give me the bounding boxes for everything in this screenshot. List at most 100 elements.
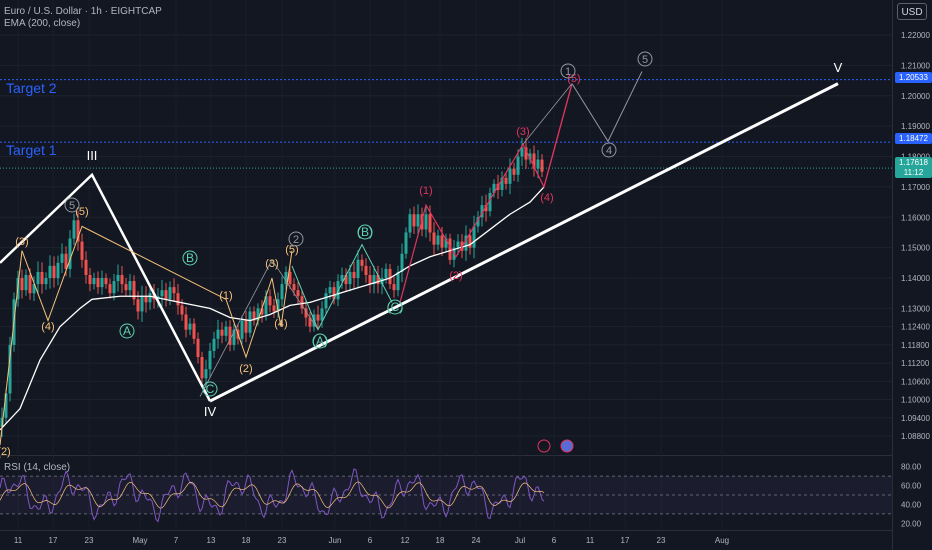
candle-body	[164, 290, 168, 300]
target-2-label: Target 2	[6, 80, 57, 96]
symbol-title: Euro / U.S. Dollar · 1h · EIGHTCAP	[4, 6, 162, 17]
currency-button[interactable]: USD	[897, 3, 927, 20]
wave-lines	[0, 71, 839, 446]
candle-body	[24, 274, 28, 291]
orange-wave-line	[0, 225, 293, 446]
candle-body	[276, 299, 280, 312]
candle-body	[216, 329, 220, 339]
candle-body	[240, 320, 244, 339]
grey-wave-label: 4	[606, 145, 612, 157]
candle-body	[140, 296, 144, 312]
teal-wave-label-circle	[312, 333, 328, 349]
candle-body	[100, 278, 104, 288]
rsi-indicator-label[interactable]: RSI (14, close)	[4, 462, 71, 473]
candle-body	[360, 259, 364, 266]
price-tick-label: 1.20000	[901, 92, 930, 101]
time-tick-label: 13	[207, 536, 216, 545]
trend-line	[209, 82, 839, 403]
candle-body	[404, 232, 408, 254]
candle-body	[484, 205, 488, 212]
candle-body	[36, 271, 40, 285]
time-axis[interactable]: 11 17 23 May 7 13 18 23 Jun 6 12 18 24 Jul 6 11 17 23 Aug	[14, 536, 729, 545]
target-1-label: Target 1	[6, 142, 57, 158]
candle-body	[32, 284, 36, 294]
teal-wave-label-circle	[387, 299, 403, 315]
candle-body	[520, 147, 524, 157]
candle-body	[512, 168, 516, 175]
candle-body	[132, 281, 136, 300]
teal-wave-label-circle	[357, 224, 373, 240]
grey-projection-line	[522, 83, 573, 145]
candle-body	[84, 259, 88, 275]
white-wave-label: V	[834, 60, 843, 75]
candle-body	[344, 274, 348, 285]
candle-body	[196, 338, 200, 358]
candle-body	[260, 308, 264, 315]
candle-body	[392, 284, 396, 291]
grey-wave-label: 5	[69, 200, 75, 212]
candle-body	[80, 241, 84, 260]
time-tick-label: 17	[49, 536, 58, 545]
white-wave-label: III	[87, 148, 98, 163]
candle-body	[228, 326, 232, 345]
candle-body	[0, 417, 4, 427]
candle-body	[288, 271, 292, 285]
rsi-tick-label: 60.00	[901, 482, 922, 491]
candle-body	[524, 147, 528, 160]
candle-body	[172, 287, 176, 294]
teal-wave-label-circle	[202, 381, 218, 397]
candle-body	[500, 177, 504, 190]
earnings-icon	[560, 439, 574, 453]
time-tick-label: 18	[436, 536, 445, 545]
time-tick-label: 7	[174, 536, 179, 545]
candle-body	[352, 271, 356, 279]
candle-body	[8, 344, 12, 394]
grey-wave-label: 2	[293, 234, 299, 246]
red-wave-label: (1)	[419, 185, 432, 197]
last-price-tag: 1.17618	[895, 157, 932, 168]
candle-body	[20, 278, 24, 291]
rsi-pane[interactable]: 80.00 60.00 40.00 20.00	[0, 463, 922, 529]
price-tick-label: 1.11200	[901, 359, 930, 368]
grey-wave-label: 5	[642, 54, 648, 66]
candle-body	[176, 293, 180, 306]
candle-body	[304, 308, 308, 318]
candle-body	[540, 159, 544, 172]
candle-body	[188, 323, 192, 330]
candle-body	[416, 214, 420, 227]
candle-body	[348, 271, 352, 285]
grey-wave-label-circle	[637, 51, 653, 67]
white-wave-label: IV	[204, 404, 217, 419]
candle-body	[440, 235, 444, 248]
orange-wave-label: (5)	[75, 206, 88, 218]
candle-body	[272, 305, 276, 312]
ema-indicator-label[interactable]: EMA (200, close)	[4, 18, 81, 29]
bar-countdown: 11:12	[895, 167, 932, 178]
rsi-line	[0, 468, 545, 523]
candle-body	[180, 305, 184, 315]
price-axis[interactable]: 1.220001.210001.200001.190001.180001.170…	[901, 31, 930, 441]
orange-wave-label: (4)	[274, 318, 287, 330]
time-tick-label: 11	[14, 536, 23, 545]
teal-wave-label: (A)	[312, 334, 328, 348]
candle-body	[456, 241, 460, 248]
time-tick-label: Jun	[329, 536, 342, 545]
orange-wave-label: (2)	[0, 446, 11, 458]
red-wave-label: (4)	[540, 192, 553, 204]
time-tick-label: 23	[85, 536, 94, 545]
flash-icon	[537, 439, 551, 453]
candle-body	[408, 214, 412, 233]
orange-wave-label: (3)	[265, 258, 278, 270]
candle-body	[116, 274, 120, 282]
candle-body	[56, 262, 60, 279]
candle-body	[120, 274, 124, 285]
white-wave-line	[0, 172, 212, 402]
candle-body	[448, 238, 452, 260]
price-tick-label: 1.14000	[901, 274, 930, 283]
candle-body	[292, 284, 296, 291]
candle-body	[528, 153, 532, 160]
teal-wave-label: B	[186, 251, 194, 265]
grey-wave-label-circle	[64, 197, 80, 213]
